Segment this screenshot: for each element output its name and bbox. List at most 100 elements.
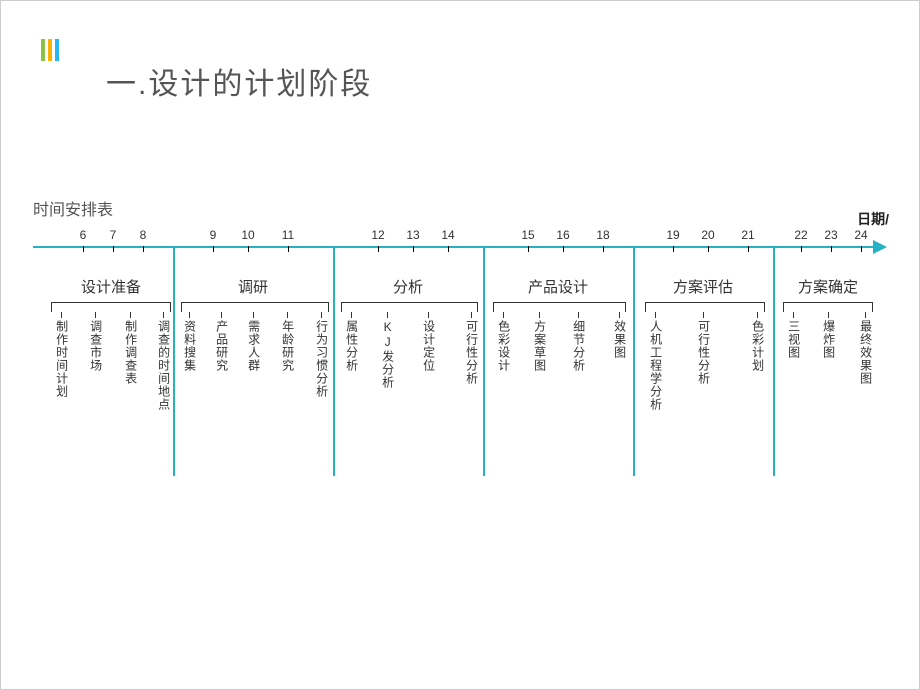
phase-item: 调查的时间地点	[156, 320, 169, 411]
item-connector	[865, 312, 866, 318]
axis-tick-label: 6	[80, 228, 87, 242]
phase-item: 制作调查表	[123, 320, 136, 385]
axis-tick	[213, 246, 214, 252]
logo-icon	[41, 39, 59, 61]
logo-bar-1	[41, 39, 45, 61]
phase-item: 可行性分析	[696, 320, 709, 385]
phase-item: 方案草图	[532, 320, 545, 372]
axis-tick	[378, 246, 379, 252]
axis-tick-label: 18	[596, 228, 609, 242]
item-connector	[428, 312, 429, 318]
axis-tick	[831, 246, 832, 252]
axis-tick	[748, 246, 749, 252]
item-connector	[189, 312, 190, 318]
phase-bracket	[645, 302, 765, 312]
phase-title: 设计准备	[81, 276, 141, 297]
axis-tick-label: 12	[371, 228, 384, 242]
item-connector	[703, 312, 704, 318]
logo-bar-3	[55, 39, 59, 61]
axis-tick	[413, 246, 414, 252]
axis-tick	[113, 246, 114, 252]
axis-tick-label: 23	[824, 228, 837, 242]
phase-item: 属性分析	[344, 320, 357, 372]
item-connector	[321, 312, 322, 318]
item-connector	[828, 312, 829, 318]
item-connector	[619, 312, 620, 318]
item-connector	[387, 312, 388, 318]
axis-tick	[143, 246, 144, 252]
phase-item: KJ发分析	[380, 320, 393, 389]
item-connector	[253, 312, 254, 318]
axis-tick-label: 7	[110, 228, 117, 242]
axis-tick	[528, 246, 529, 252]
phase-divider	[333, 246, 335, 476]
axis-tick-label: 8	[140, 228, 147, 242]
phase-item: 细节分析	[571, 320, 584, 372]
axis-tick	[83, 246, 84, 252]
phase-item: 需求人群	[246, 320, 259, 372]
item-connector	[539, 312, 540, 318]
axis-tick-label: 15	[521, 228, 534, 242]
item-connector	[503, 312, 504, 318]
phase-title: 产品设计	[528, 276, 588, 297]
logo-bar-2	[48, 39, 52, 61]
phase-item: 设计定位	[421, 320, 434, 372]
phase-title: 方案确定	[798, 276, 858, 297]
diagram-subtitle: 时间安排表	[33, 196, 113, 220]
axis-tick-label: 21	[741, 228, 754, 242]
arrowhead-icon	[873, 240, 887, 254]
phase-bracket	[51, 302, 171, 312]
item-connector	[655, 312, 656, 318]
page-title: 一.设计的计划阶段	[106, 59, 372, 103]
axis-tick	[563, 246, 564, 252]
axis-tick	[603, 246, 604, 252]
axis-tick-label: 10	[241, 228, 254, 242]
phase-bracket	[783, 302, 873, 312]
axis-tick-label: 20	[701, 228, 714, 242]
phase-title: 调研	[238, 276, 268, 297]
axis-tick	[288, 246, 289, 252]
item-connector	[287, 312, 288, 318]
phase-bracket	[181, 302, 329, 312]
item-connector	[221, 312, 222, 318]
phase-divider	[173, 246, 175, 476]
item-connector	[163, 312, 164, 318]
axis-tick-label: 19	[666, 228, 679, 242]
phase-item: 年龄研究	[280, 320, 293, 372]
axis-tick-label: 16	[556, 228, 569, 242]
axis-tick	[448, 246, 449, 252]
phase-item: 调查市场	[88, 320, 101, 372]
timeline-diagram: 6 7 8 9 10 11 12 13 14 15 16 18 19 20 21 22 23 24 设计准备制作时间…	[33, 226, 889, 476]
item-connector	[61, 312, 62, 318]
axis-tick-label: 24	[854, 228, 867, 242]
timeline-axis	[33, 246, 873, 248]
axis-tick	[861, 246, 862, 252]
item-connector	[793, 312, 794, 318]
phase-item: 色彩计划	[750, 320, 763, 372]
axis-tick-label: 14	[441, 228, 454, 242]
axis-tick-label: 13	[406, 228, 419, 242]
item-connector	[757, 312, 758, 318]
axis-tick-label: 11	[282, 228, 294, 242]
phase-divider	[633, 246, 635, 476]
phase-bracket	[493, 302, 626, 312]
phase-item: 行为习惯分析	[314, 320, 327, 398]
phase-item: 资料搜集	[182, 320, 195, 372]
phase-item: 最终效果图	[858, 320, 871, 385]
slide: 一.设计的计划阶段 时间安排表 日期/ 67891011121314151618…	[0, 0, 920, 690]
phase-item: 人机工程学分析	[648, 320, 661, 411]
item-connector	[130, 312, 131, 318]
phase-title: 方案评估	[673, 276, 733, 297]
axis-tick-label: 22	[794, 228, 807, 242]
phase-divider	[483, 246, 485, 476]
phase-item: 制作时间计划	[54, 320, 67, 398]
phase-item: 效果图	[612, 320, 625, 359]
item-connector	[578, 312, 579, 318]
axis-tick	[708, 246, 709, 252]
phase-item: 爆炸图	[821, 320, 834, 359]
item-connector	[351, 312, 352, 318]
item-connector	[95, 312, 96, 318]
axis-tick-label: 9	[210, 228, 217, 242]
phase-item: 三视图	[786, 320, 799, 359]
axis-tick	[801, 246, 802, 252]
